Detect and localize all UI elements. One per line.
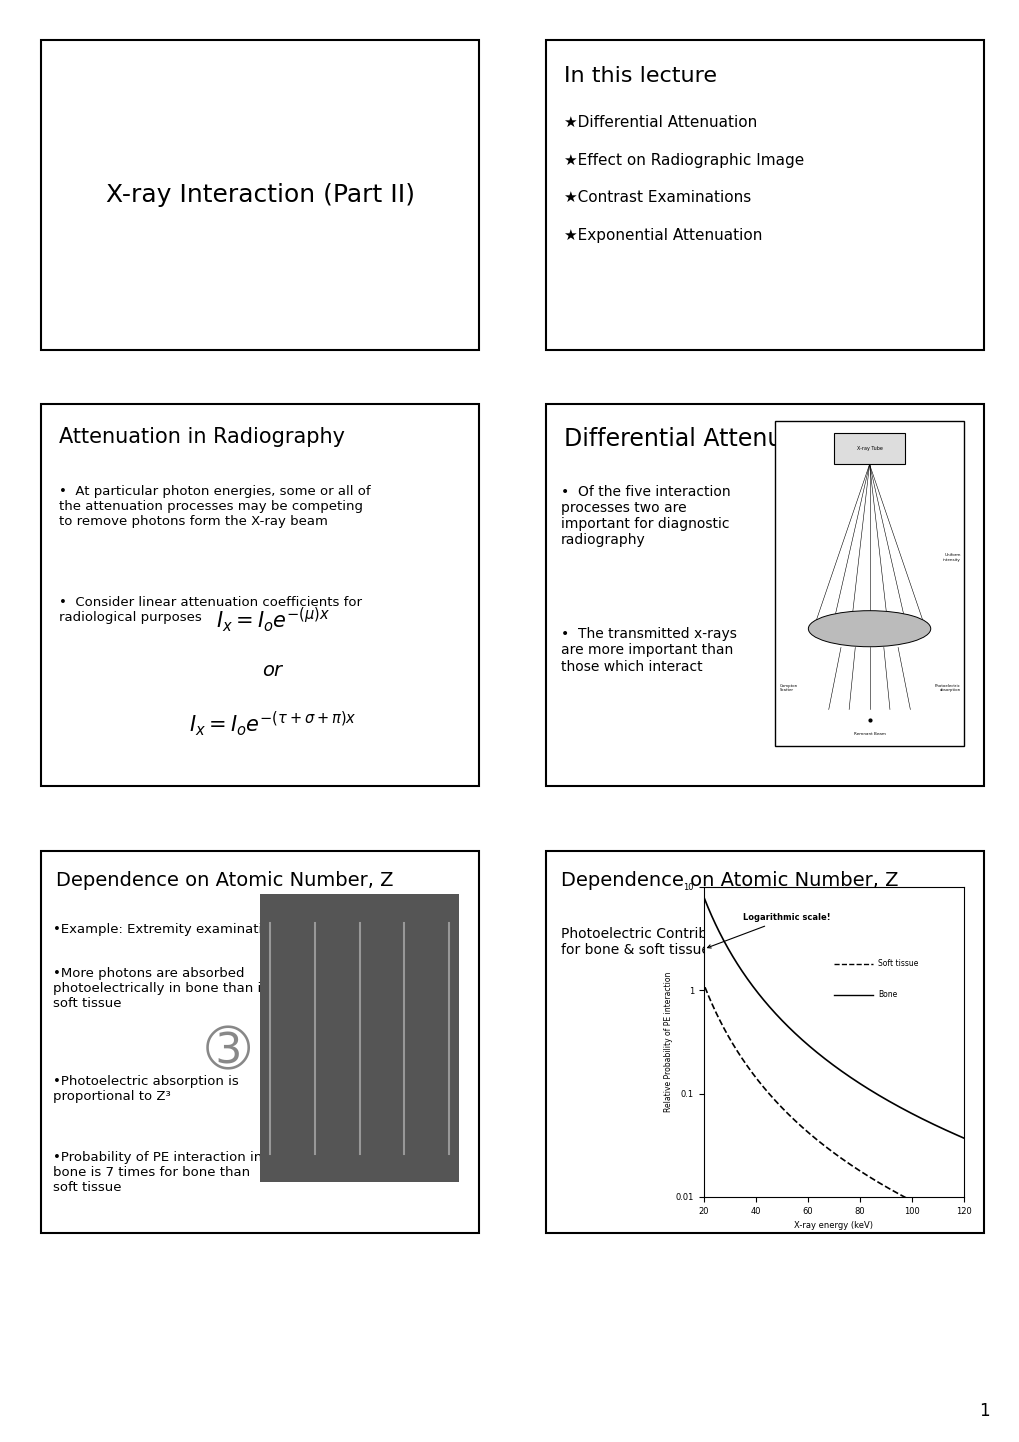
Text: •Photoelectric absorption is
proportional to Z³: •Photoelectric absorption is proportiona… [53, 1076, 238, 1103]
Text: $\mathit{or}$: $\mathit{or}$ [262, 660, 284, 681]
Soft tissue [931, 1206, 944, 1223]
Bar [545, 404, 983, 786]
Soft tissue [851, 1161, 863, 1178]
Text: Remnant Beam: Remnant Beam [853, 733, 884, 735]
Text: •  Of the five interaction
processes two are
important for diagnostic
radiograph: • Of the five interaction processes two … [560, 485, 730, 547]
Text: $\mathit{I}_x = \mathit{I}_o e^{-(\mu)x}$: $\mathit{I}_x = \mathit{I}_o e^{-(\mu)x}… [216, 606, 330, 634]
Text: Dependence on Atomic Number, Z: Dependence on Atomic Number, Z [560, 871, 898, 890]
Text: Photoelectric Contribution
for bone & soft tissue: Photoelectric Contribution for bone & so… [560, 927, 742, 957]
Text: ★Differential Attenuation: ★Differential Attenuation [564, 115, 756, 130]
Bone [914, 1109, 926, 1126]
Text: X-ray Interaction (Part II): X-ray Interaction (Part II) [106, 183, 414, 208]
Soft tissue [914, 1197, 926, 1214]
Bar [834, 433, 905, 464]
Text: Uniform
intensity: Uniform intensity [942, 554, 960, 561]
Text: Logarithmic scale!: Logarithmic scale! [707, 913, 829, 947]
Text: X-ray Tube: X-ray Tube [856, 446, 881, 451]
Line: Soft tissue: Soft tissue [690, 946, 963, 1226]
Text: ➂: ➂ [206, 1027, 250, 1079]
Bone [847, 1070, 859, 1087]
Line: Bone: Bone [690, 858, 963, 1138]
Text: •  The transmitted x-rays
are more important than
those which interact: • The transmitted x-rays are more import… [560, 627, 736, 673]
Text: ★Contrast Examinations: ★Contrast Examinations [564, 190, 751, 205]
Ellipse shape [808, 610, 930, 646]
X-axis label: X-ray energy (keV): X-ray energy (keV) [794, 1221, 872, 1230]
Text: •  Consider linear attenuation coefficients for
radiological purposes: • Consider linear attenuation coefficien… [59, 596, 362, 623]
Text: Differential Attenuation: Differential Attenuation [564, 427, 842, 451]
Bone [931, 1118, 944, 1135]
Text: 1: 1 [978, 1403, 988, 1420]
Text: Dependence on Atomic Number, Z: Dependence on Atomic Number, Z [56, 871, 393, 890]
Soft tissue [847, 1158, 859, 1175]
Text: ★Exponential Attenuation: ★Exponential Attenuation [564, 228, 761, 242]
Bone [684, 849, 696, 867]
Bone [851, 1074, 863, 1092]
Bar [545, 40, 983, 350]
Soft tissue [957, 1217, 969, 1234]
Bar [260, 894, 459, 1182]
Text: In this lecture: In this lecture [564, 66, 716, 87]
Text: Bone: Bone [877, 991, 897, 999]
Bar [41, 851, 479, 1233]
Text: ★Effect on Radiographic Image: ★Effect on Radiographic Image [564, 153, 804, 167]
Text: •Probability of PE interaction in
bone is 7 times for bone than
soft tissue: •Probability of PE interaction in bone i… [53, 1151, 262, 1194]
Text: $\mathit{I}_x = \mathit{I}_o e^{-(\tau+\sigma+\pi)x}$: $\mathit{I}_x = \mathit{I}_o e^{-(\tau+\… [190, 709, 357, 738]
Text: Attenuation in Radiography: Attenuation in Radiography [59, 427, 344, 447]
Text: •More photons are absorbed
photoelectrically in bone than in
soft tissue: •More photons are absorbed photoelectric… [53, 968, 270, 1011]
Bone [846, 1070, 858, 1087]
Text: Compton
Scatter: Compton Scatter [779, 684, 797, 692]
Bar [41, 40, 479, 350]
Y-axis label: Relative Probability of PE interaction: Relative Probability of PE interaction [663, 972, 673, 1112]
Text: Photoelectric
absorption: Photoelectric absorption [934, 684, 960, 692]
Text: Soft tissue: Soft tissue [877, 959, 917, 968]
Bone [957, 1129, 969, 1146]
Soft tissue [846, 1158, 858, 1175]
Soft tissue [685, 940, 697, 957]
Bar [774, 421, 963, 746]
Bar [545, 851, 983, 1233]
Bar [41, 404, 479, 786]
Text: •  At particular photon energies, some or all of
the attenuation processes may b: • At particular photon energies, some or… [59, 485, 371, 528]
Text: •Example: Extremity examination: •Example: Extremity examination [53, 923, 278, 936]
Bone [685, 852, 697, 870]
Soft tissue [684, 937, 696, 955]
